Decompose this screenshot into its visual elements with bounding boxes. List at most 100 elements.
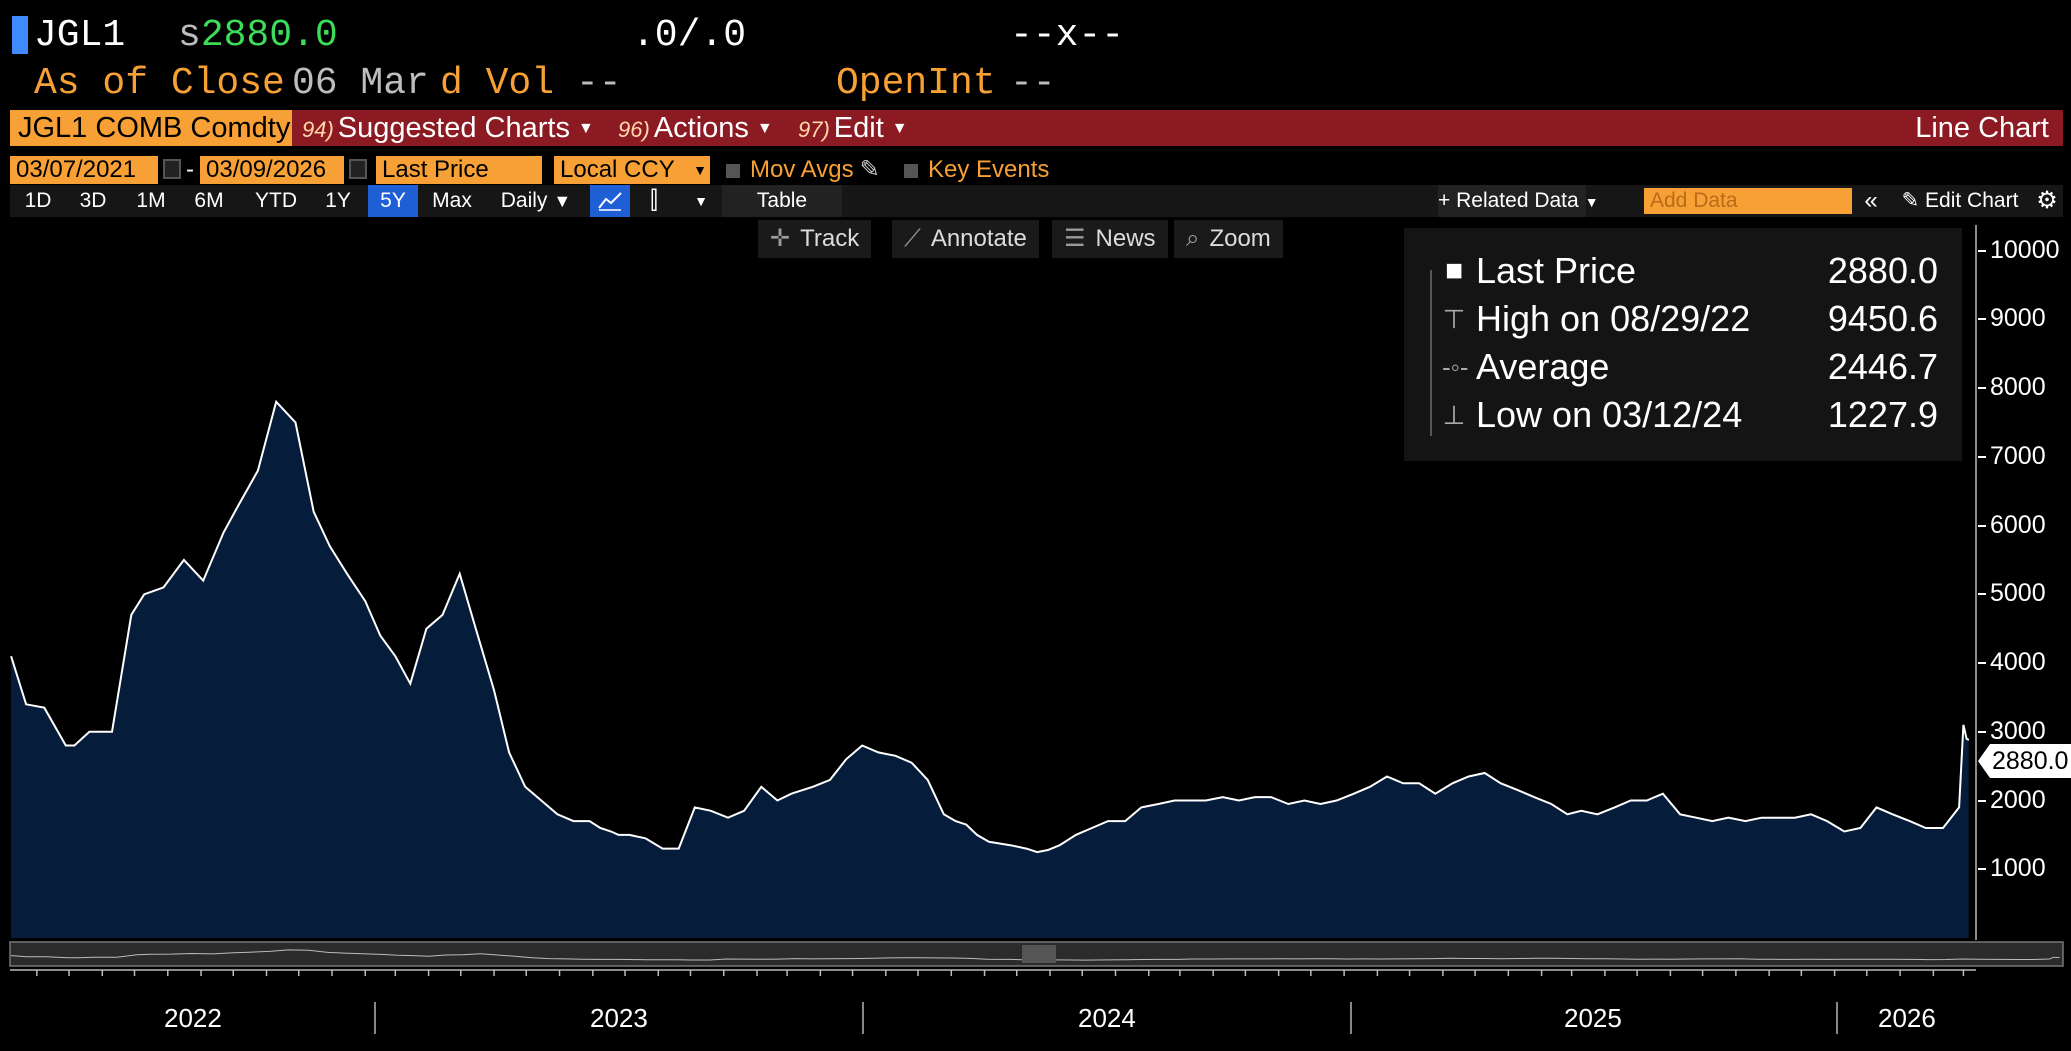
y-tick-label: 3000 [1990,716,2046,745]
settings-gear-icon[interactable]: ⚙ [2036,187,2058,214]
bar-chart-icon[interactable]: ⫿ [650,187,658,214]
x-label-2024: 2024 [1078,1003,1136,1033]
y-tick-mark [1978,730,1986,733]
legend-high: ⊤ High on 08/29/22 9450.6 [1443,296,1938,342]
zoom-button[interactable]: ⌕ Zoom [1174,220,1283,258]
range-ytd[interactable]: YTD [255,189,297,212]
x-label-2023: 2023 [590,1003,648,1033]
legend-low-value: 1227.9 [1827,394,1938,435]
area-layer [10,225,1977,940]
x-tick-layer [10,969,1976,976]
x-separator [1350,1002,1352,1034]
openint-label: OpenInt [836,62,996,105]
currency-dropdown-icon[interactable]: ▼ [690,156,710,184]
legend-bracket [1430,270,1432,436]
news-icon: ☰ [1064,225,1086,252]
range-1y[interactable]: 1Y [325,189,351,212]
high-marker-icon: ⊤ [1442,304,1466,334]
x-label-2025: 2025 [1564,1003,1622,1033]
frequency-select[interactable]: Daily ▼ [488,185,584,217]
chart-style-dropdown-icon[interactable]: ▼ [694,193,708,209]
end-date-field[interactable]: 03/09/2026 [200,156,344,184]
calendar-icon[interactable] [160,159,181,179]
chart-legend[interactable]: ■ Last Price 2880.0 ⊤ High on 08/29/22 9… [1404,228,1962,461]
y-tick-mark [1978,387,1986,390]
y-tick-mark [1978,799,1986,802]
track-button[interactable]: ✛ Track [758,220,872,258]
y-tick-label: 6000 [1990,510,2046,539]
start-date-field[interactable]: 03/07/2021 [10,156,158,184]
related-data-button[interactable]: + Related Data ▼ [1438,185,1599,217]
price-value: 2880.0 [200,14,338,57]
suggested-num: 94) [302,117,334,142]
currency-select[interactable]: Local CCY [554,156,710,184]
edit-num: 97) [798,117,830,142]
range-5y[interactable]: 5Y [368,185,418,217]
close-date: 06 Mar [292,62,429,105]
price-area-fill [11,401,1969,938]
y-tick-label: 8000 [1990,373,2046,402]
scrollbar-preview-line [11,949,2060,961]
range-bar: 1D 3D 1M 6M YTD 1Y 5Y Max Daily ▼ ⫿ ▼ Tab… [10,185,2063,217]
actions-num: 96) [618,117,650,142]
annotate-icon: ⟋ [904,225,921,252]
openint-value: -- [1010,62,1056,105]
x-label-2022: 2022 [164,1003,222,1033]
vol-label: d Vol [440,62,555,105]
legend-last-price[interactable]: ■ Last Price 2880.0 [1445,248,1938,294]
add-data-input[interactable]: Add Data [1644,188,1852,214]
actions-label: Actions [653,112,749,144]
scrollbar-grip [1022,945,1056,963]
x-separator [374,1002,376,1034]
last-value-badge: 2880.0 [1978,744,2071,778]
security-field[interactable]: JGL1 COMB Comdty [10,110,292,146]
actions-button[interactable]: 96) Actions ▼ [618,110,773,146]
y-tick-mark [1978,868,1986,871]
average-marker-icon: -◦- [1442,352,1469,382]
table-button[interactable]: Table [722,185,842,217]
legend-average: -◦- Average 2446.7 [1442,344,1938,390]
start-date-value: 03/07/2021 [16,156,137,183]
mov-avgs-toggle[interactable]: Mov Avgs ✎ [726,156,880,184]
edit-button[interactable]: 97) Edit ▼ [798,110,908,146]
news-label: News [1095,225,1156,252]
legend-avg-label: Average [1476,346,1610,387]
caret-down-icon: ▼ [1584,194,1599,210]
low-marker-icon: ⊥ [1442,400,1466,430]
y-tick-mark [1978,593,1986,596]
caret-down-icon: ▼ [756,120,773,138]
y-tick-mark [1978,662,1986,665]
range-6m[interactable]: 6M [194,189,224,212]
end-date-value: 03/09/2026 [206,156,327,183]
key-events-toggle[interactable]: Key Events [904,156,1049,184]
collapse-icon[interactable]: « [1864,187,1878,214]
vol-value: -- [576,62,622,105]
price-line [10,399,1970,854]
chart-type-label[interactable]: Line Chart [1915,112,2049,144]
function-toolbar: JGL1 COMB Comdty 94) Suggested Charts ▼ 96… [10,110,2063,146]
range-1m[interactable]: 1M [136,189,166,212]
price-field-select[interactable]: Last Price [376,156,542,184]
suggested-charts-button[interactable]: 94) Suggested Charts ▼ [302,110,594,146]
range-1d[interactable]: 1D [24,189,52,212]
y-tick-mark [1978,249,1986,252]
key-events-label: Key Events [928,156,1050,183]
edit-chart-button[interactable]: ✎ Edit Chart [1890,185,2030,217]
caret-down-icon: ▼ [891,120,908,138]
mov-avgs-label: Mov Avgs [750,156,854,183]
square-icon: ■ [1444,254,1464,287]
track-label: Track [800,225,860,252]
line-chart-icon[interactable] [590,185,630,217]
range-max[interactable]: Max [432,189,472,212]
range-3d[interactable]: 3D [79,189,107,212]
legend-avg-value: 2446.7 [1827,346,1938,387]
y-tick-mark [1978,318,1986,321]
y-tick-label: 10000 [1990,235,2060,264]
calendar-icon[interactable] [346,159,367,179]
news-button[interactable]: ☰ News [1052,220,1168,258]
annotate-label: Annotate [930,225,1027,252]
legend-high-value: 9450.6 [1827,298,1938,339]
annotate-button[interactable]: ⟋ Annotate [892,220,1039,258]
plus-icon: + [1438,189,1457,212]
